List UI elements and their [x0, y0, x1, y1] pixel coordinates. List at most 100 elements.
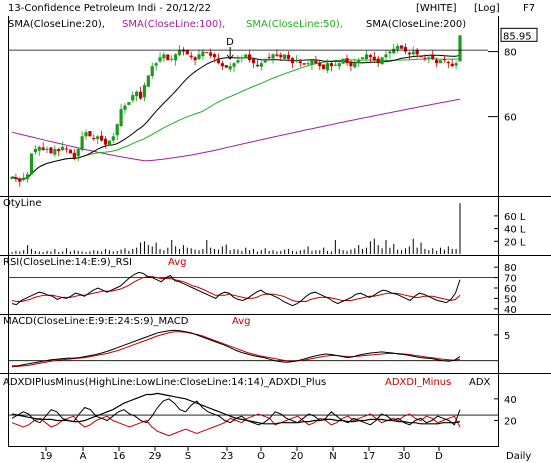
candle [10, 176, 14, 180]
legend-sma100: SMA(CloseLine:100), [122, 19, 225, 30]
candle-body [275, 54, 279, 56]
candle [349, 60, 353, 72]
x-tick-label: O [257, 451, 265, 462]
candle-body [115, 124, 119, 136]
candle [92, 134, 96, 141]
candle [228, 62, 232, 72]
dividend-marker-label: D [226, 37, 234, 48]
adx-tick-label: 40 [504, 395, 517, 406]
candle [146, 75, 150, 87]
candle-body [111, 136, 115, 141]
scale-badge[interactable]: [Log] [474, 3, 500, 14]
candle-body [446, 61, 450, 64]
candle [41, 142, 45, 152]
x-tick-label: 16 [113, 451, 126, 462]
candle-body [166, 54, 170, 61]
rsi-tick-label: 50 [504, 294, 517, 305]
di-minus-line [11, 413, 461, 437]
candle-body [345, 58, 349, 64]
candle-body [174, 54, 178, 61]
candle [45, 146, 49, 154]
candle [57, 147, 61, 157]
x-tick-label: 20 [291, 451, 304, 462]
candle-body [142, 85, 147, 98]
candle-body [212, 54, 217, 58]
candle-body [325, 63, 330, 71]
theme-badge[interactable]: [WHITE] [416, 3, 457, 14]
candle-body [53, 149, 57, 155]
frames [0, 16, 551, 447]
candle [380, 57, 384, 65]
x-tick-label: 17 [363, 451, 376, 462]
candle-body [150, 66, 154, 76]
candle-body [49, 147, 53, 154]
candle-body [353, 63, 357, 68]
candle [64, 146, 69, 153]
volume-tick-label: 20 L [504, 237, 526, 248]
candle-body [396, 45, 400, 50]
candle-body [349, 61, 353, 67]
candle-body [341, 58, 345, 64]
candle [158, 52, 162, 63]
candle-body [259, 63, 263, 67]
candle-body [177, 50, 182, 55]
rsi-tick-label: 80 [504, 263, 517, 274]
x-tick-label: N [329, 451, 336, 462]
candle [18, 177, 22, 187]
candle [403, 43, 408, 55]
x-tick-label: 29 [149, 451, 162, 462]
candle-body [61, 146, 65, 151]
candle [150, 62, 154, 79]
candle [22, 172, 26, 182]
macd-panel: 5 [8, 329, 510, 368]
candle [310, 58, 314, 70]
candle [123, 103, 127, 114]
candle [174, 53, 178, 66]
candle [251, 57, 256, 69]
x-tick-label: 19 [40, 451, 53, 462]
candle [154, 61, 158, 71]
candle-body [314, 60, 318, 64]
candle-body [41, 147, 45, 150]
candle [84, 129, 88, 141]
candle [322, 64, 326, 70]
candle-body [407, 52, 411, 55]
macd-avg-label: Avg [232, 316, 251, 327]
candle-body [310, 60, 314, 65]
legend-sma200: SMA(CloseLine:200) [366, 19, 466, 30]
candle-body [244, 54, 248, 59]
candle [314, 55, 318, 65]
candle-body [263, 58, 267, 63]
candle-body [290, 58, 295, 64]
candle-body [76, 149, 80, 157]
candle [325, 59, 330, 73]
candle-body [33, 149, 37, 153]
candle-body [294, 60, 298, 62]
candle [392, 43, 396, 55]
period-label[interactable]: Daily [506, 451, 531, 462]
volume-tick-label: 60 L [504, 212, 526, 223]
candle-body [337, 63, 341, 67]
candle [88, 131, 92, 137]
candle [275, 49, 279, 58]
candle [318, 60, 322, 70]
candle-body [372, 56, 376, 61]
candle-body [419, 56, 423, 58]
rsi-line [11, 271, 461, 307]
candle [100, 130, 104, 142]
candle [197, 49, 201, 61]
macd-avg-line [11, 331, 461, 368]
x-tick-label: 23 [221, 451, 234, 462]
candle [33, 145, 37, 155]
candle-body [236, 60, 240, 63]
candle-body [220, 63, 224, 67]
candle [431, 50, 435, 61]
candle-body [427, 57, 431, 59]
candle-body [127, 102, 131, 106]
sma100-line [11, 98, 461, 162]
candle-body [251, 59, 256, 64]
candle-body [162, 54, 166, 59]
